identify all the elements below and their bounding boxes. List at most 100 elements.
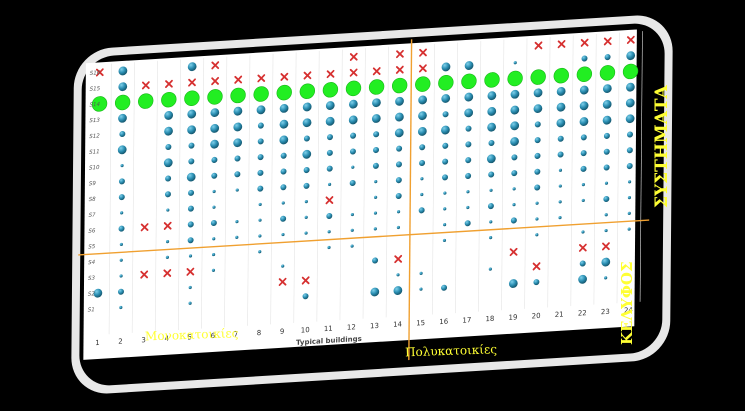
data-bubble bbox=[465, 157, 472, 164]
data-bubble bbox=[511, 154, 518, 161]
data-bubble bbox=[534, 152, 541, 159]
excluded-stroke bbox=[140, 270, 149, 279]
excluded-marker bbox=[349, 68, 358, 77]
chart-frame: 1 2 3 4 5 6 7 8 9 10 11 12 13 14 15 16 17 18 19 20 21 22 23 24S… bbox=[71, 15, 673, 394]
data-bubble bbox=[395, 112, 404, 122]
data-bubble bbox=[557, 135, 564, 142]
data-bubble bbox=[441, 94, 451, 103]
data-bubble bbox=[164, 191, 171, 198]
grid-line-vertical bbox=[316, 50, 320, 322]
highlight-bubble bbox=[138, 93, 154, 109]
highlight-bubble bbox=[438, 74, 454, 91]
excluded-stroke bbox=[557, 40, 566, 49]
excluded-stroke bbox=[188, 78, 196, 87]
data-bubble bbox=[465, 141, 472, 148]
data-bubble bbox=[512, 187, 516, 191]
data-bubble bbox=[327, 245, 331, 250]
excluded-marker bbox=[211, 61, 220, 70]
label-kelyfos: ΚΕΛΥΦΟΣ bbox=[618, 261, 636, 345]
y-tick-label: S1 bbox=[88, 307, 95, 313]
excluded-marker bbox=[141, 81, 150, 90]
highlight-bubble bbox=[391, 77, 408, 94]
x-tick-label: 19 bbox=[509, 313, 518, 322]
data-bubble bbox=[374, 179, 378, 184]
data-bubble bbox=[558, 200, 562, 204]
data-bubble bbox=[442, 174, 449, 181]
data-bubble bbox=[395, 177, 402, 184]
data-bubble bbox=[488, 139, 495, 147]
grid-line-vertical bbox=[201, 57, 205, 329]
data-bubble bbox=[601, 257, 611, 267]
data-bubble bbox=[442, 142, 449, 149]
data-bubble bbox=[556, 118, 566, 128]
excluded-stroke bbox=[278, 277, 287, 286]
data-bubble bbox=[350, 228, 354, 232]
excluded-stroke bbox=[534, 41, 543, 50]
data-bubble bbox=[603, 164, 610, 171]
x-tick-label: 18 bbox=[485, 315, 494, 324]
data-bubble bbox=[303, 135, 310, 142]
data-bubble bbox=[210, 123, 220, 133]
data-bubble bbox=[487, 203, 494, 210]
label-systemata: ΣΥΣΤΗΜΑΤΑ bbox=[652, 84, 672, 208]
x-tick-label: 15 bbox=[416, 319, 425, 328]
data-bubble bbox=[210, 108, 220, 118]
data-bubble bbox=[349, 179, 356, 187]
data-bubble bbox=[466, 190, 470, 194]
highlight-bubble bbox=[161, 91, 177, 108]
data-bubble bbox=[257, 185, 264, 192]
data-bubble bbox=[93, 288, 103, 298]
highlight-bubble bbox=[230, 87, 246, 104]
data-bubble bbox=[186, 172, 196, 182]
data-bubble bbox=[211, 156, 218, 163]
data-bubble bbox=[489, 220, 493, 224]
data-bubble bbox=[626, 163, 633, 170]
data-bubble bbox=[188, 189, 195, 196]
highlight-bubble bbox=[461, 73, 477, 90]
data-bubble bbox=[258, 234, 262, 238]
data-bubble bbox=[373, 131, 380, 138]
label-monokatoikies: Μονοκατοικίες bbox=[145, 326, 239, 343]
data-bubble bbox=[578, 274, 587, 284]
data-bubble bbox=[580, 150, 587, 157]
data-bubble bbox=[351, 165, 355, 169]
data-bubble bbox=[625, 98, 635, 108]
excluded-stroke bbox=[349, 52, 358, 61]
data-bubble bbox=[258, 202, 262, 207]
excluded-stroke bbox=[326, 69, 335, 79]
y-tick-label: S12 bbox=[89, 133, 100, 140]
excluded-stroke bbox=[509, 247, 518, 257]
excluded-marker bbox=[326, 69, 335, 79]
highlight-bubble bbox=[415, 76, 431, 92]
excluded-stroke bbox=[165, 79, 173, 88]
data-bubble bbox=[372, 257, 379, 264]
data-bubble bbox=[418, 95, 428, 105]
data-bubble bbox=[396, 210, 401, 214]
excluded-marker bbox=[234, 75, 243, 84]
excluded-stroke bbox=[163, 269, 172, 278]
data-bubble bbox=[120, 211, 124, 215]
data-bubble bbox=[580, 165, 587, 172]
x-tick-label: 20 bbox=[532, 312, 541, 321]
excluded-stroke bbox=[186, 267, 195, 276]
data-bubble bbox=[279, 119, 289, 129]
excluded-stroke bbox=[280, 72, 289, 81]
data-bubble bbox=[464, 220, 471, 227]
x-tick-label: 7 bbox=[234, 330, 239, 338]
excluded-stroke bbox=[602, 242, 610, 251]
x-tick-label: 22 bbox=[578, 309, 587, 318]
y-tick-label: S9 bbox=[89, 181, 97, 187]
data-bubble bbox=[233, 138, 243, 148]
plot-grid bbox=[108, 31, 643, 335]
data-bubble bbox=[325, 116, 335, 126]
y-tick-label: S3 bbox=[88, 276, 96, 282]
excluded-marker bbox=[303, 71, 312, 80]
y-tick-label: S16 bbox=[90, 70, 101, 77]
data-bubble bbox=[510, 105, 520, 115]
data-bubble bbox=[187, 205, 194, 212]
data-bubble bbox=[533, 279, 540, 286]
grid-line-vertical bbox=[547, 36, 551, 308]
excluded-marker bbox=[509, 247, 518, 257]
data-bubble bbox=[235, 220, 239, 224]
grid-line-vertical bbox=[108, 63, 112, 335]
